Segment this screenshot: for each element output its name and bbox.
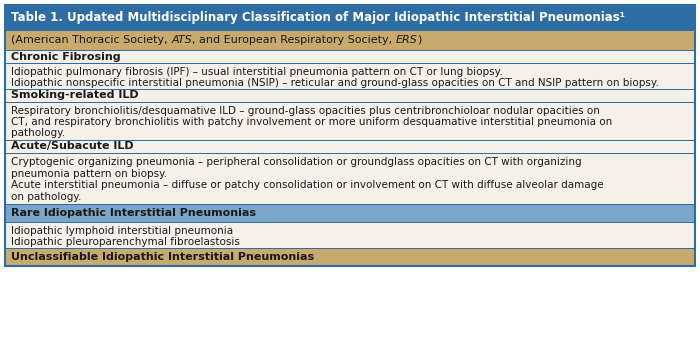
Text: Idiopathic lymphoid interstitial pneumonia: Idiopathic lymphoid interstitial pneumon… — [11, 226, 233, 236]
Text: Rare Idiopathic Interstitial Pneumonias: Rare Idiopathic Interstitial Pneumonias — [11, 208, 256, 218]
Text: CT, and respiratory bronchiolitis with patchy involvement or more uniform desqua: CT, and respiratory bronchiolitis with p… — [11, 117, 612, 127]
Bar — [5, 204, 695, 222]
Text: (American Thoracic Society,: (American Thoracic Society, — [11, 35, 171, 45]
Text: Respiratory bronchiolitis/desquamative ILD – ground-glass opacities plus centrib: Respiratory bronchiolitis/desquamative I… — [11, 106, 600, 116]
Text: Idiopathic pleuroparenchymal fibroelastosis: Idiopathic pleuroparenchymal fibroelasto… — [11, 237, 240, 247]
Bar — [5, 222, 695, 248]
Bar — [5, 248, 695, 266]
Text: Smoking-related ILD: Smoking-related ILD — [11, 90, 139, 100]
Text: on pathology.: on pathology. — [11, 192, 81, 202]
Bar — [5, 89, 695, 102]
Bar — [5, 5, 695, 266]
Text: ATS: ATS — [171, 35, 192, 45]
Bar — [5, 63, 695, 89]
Text: pathology.: pathology. — [11, 129, 65, 138]
Text: Table 1. Updated Multidisciplinary Classification of Major Idiopathic Interstiti: Table 1. Updated Multidisciplinary Class… — [11, 11, 625, 24]
Text: Unclassifiable Idiopathic Interstitial Pneumonias: Unclassifiable Idiopathic Interstitial P… — [11, 252, 314, 262]
Text: Acute interstitial pneumonia – diffuse or patchy consolidation or involvement on: Acute interstitial pneumonia – diffuse o… — [11, 180, 603, 190]
Text: pneumonia pattern on biopsy.: pneumonia pattern on biopsy. — [11, 169, 167, 179]
Bar — [5, 102, 695, 140]
Bar — [5, 153, 695, 204]
Text: Cryptogenic organizing pneumonia – peripheral consolidation or groundglass opaci: Cryptogenic organizing pneumonia – perip… — [11, 157, 582, 167]
Text: Idiopathic nonspecific interstitial pneumonia (NSIP) – reticular and ground-glas: Idiopathic nonspecific interstitial pneu… — [11, 78, 659, 88]
Text: ERS: ERS — [395, 35, 417, 45]
Bar — [5, 5, 695, 30]
Text: , and European Respiratory Society,: , and European Respiratory Society, — [192, 35, 396, 45]
Text: Chronic Fibrosing: Chronic Fibrosing — [11, 52, 120, 62]
Text: ): ) — [417, 35, 421, 45]
Bar — [5, 140, 695, 153]
Text: Idiopathic pulmonary fibrosis (IPF) – usual interstitial pneumonia pattern on CT: Idiopathic pulmonary fibrosis (IPF) – us… — [11, 67, 503, 77]
Bar — [5, 50, 695, 63]
Text: Acute/Subacute ILD: Acute/Subacute ILD — [11, 141, 134, 152]
Bar — [5, 30, 695, 50]
